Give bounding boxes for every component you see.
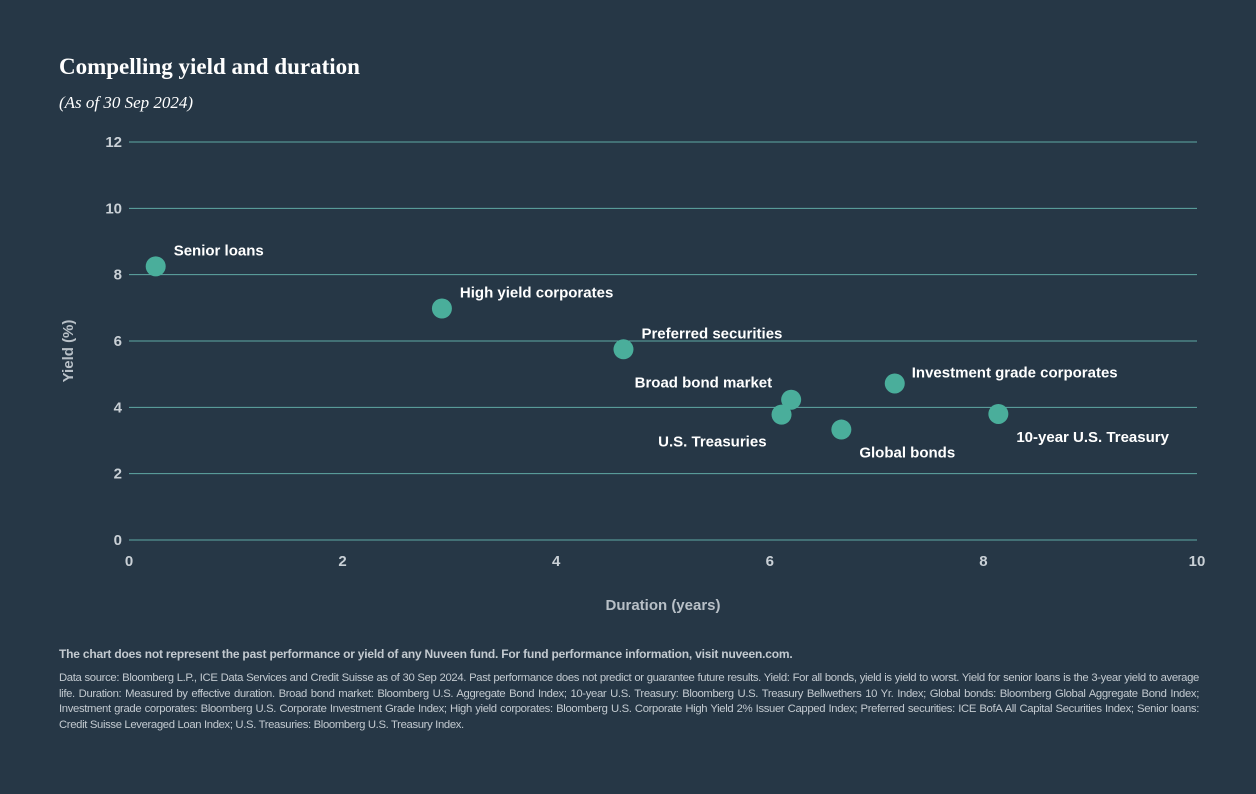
data-point-label: Investment grade corporates (912, 364, 1118, 381)
data-point-label: Global bonds (859, 445, 955, 462)
x-axis-title: Duration (years) (605, 597, 720, 614)
data-point-label: High yield corporates (460, 284, 613, 301)
data-point (831, 419, 852, 440)
chart-subtitle: (As of 30 Sep 2024) (59, 93, 194, 112)
chart-title: Compelling yield and duration (59, 54, 360, 79)
y-tick-label: 12 (105, 134, 122, 151)
data-point (781, 389, 802, 410)
data-point-label: 10-year U.S. Treasury (1016, 429, 1169, 446)
point-labels: Senior loans High yield corporates Preferr… (174, 242, 1170, 461)
data-source-note: Data source: Bloomberg L.P., ICE Data Se… (59, 672, 1199, 731)
y-tick-label: 4 (114, 399, 123, 416)
y-tick-label: 0 (114, 532, 122, 549)
data-point (145, 256, 166, 277)
y-tick-labels: 0 2 4 6 8 10 12 (105, 134, 122, 549)
x-tick-label: 0 (125, 553, 133, 570)
data-point (431, 298, 452, 319)
x-tick-label: 10 (1189, 553, 1206, 570)
x-tick-labels: 0 2 4 6 8 10 (125, 553, 1206, 570)
data-point (613, 339, 634, 360)
x-tick-label: 8 (979, 553, 987, 570)
y-tick-label: 10 (105, 200, 122, 217)
data-point (988, 403, 1009, 424)
y-tick-label: 6 (114, 333, 122, 350)
x-tick-label: 2 (338, 553, 346, 570)
y-axis-title: Yield (%) (60, 320, 77, 383)
data-point (884, 373, 905, 394)
data-point (771, 404, 792, 425)
y-tick-label: 2 (114, 466, 122, 483)
x-tick-label: 6 (766, 553, 774, 570)
y-tick-label: 8 (114, 267, 122, 284)
data-point-label: Preferred securities (641, 325, 782, 342)
data-point-label: Broad bond market (635, 375, 773, 392)
data-points (145, 256, 1009, 440)
gridlines (129, 141, 1197, 541)
scatter-chart: 0 2 4 6 8 10 12 0 2 4 6 8 10 Senior loans High yield… (60, 134, 1206, 614)
data-point-label: U.S. Treasuries (658, 434, 766, 451)
x-tick-label: 4 (552, 553, 561, 570)
performance-footnote: The chart does not represent the past pe… (59, 647, 793, 661)
data-point-label: Senior loans (174, 242, 264, 259)
